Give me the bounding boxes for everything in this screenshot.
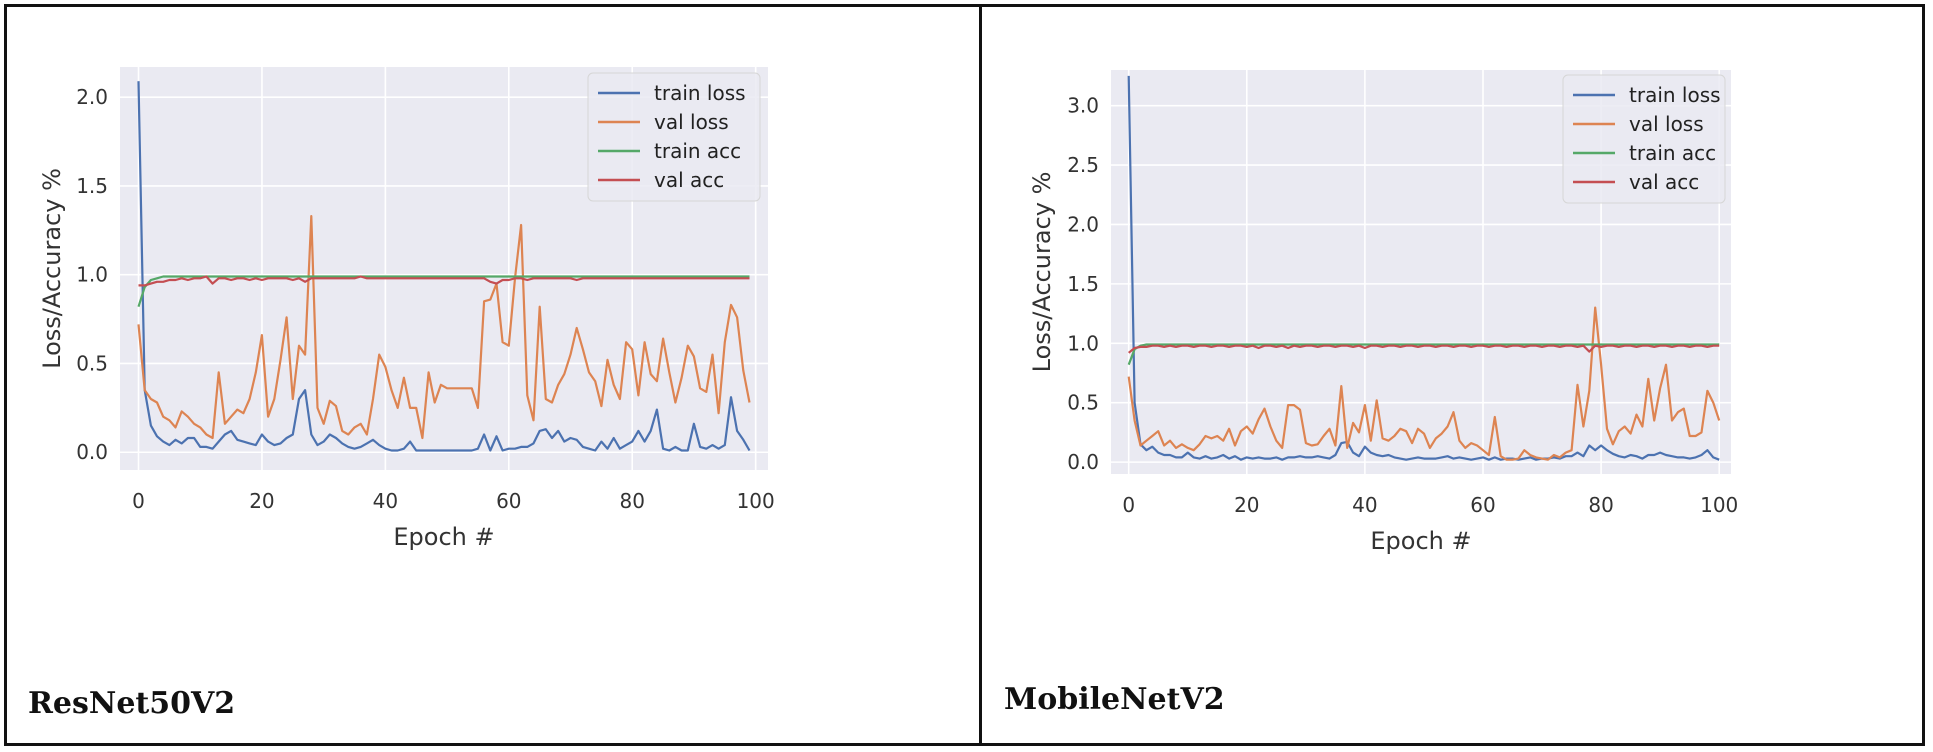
y-tick-label: 1.5 [1067,272,1099,296]
panel-divider [979,4,982,746]
x-tick-label: 0 [132,489,145,513]
chart-mobilenetv2: 0 20 40 60 80 100 0.0 0.5 1.0 1.5 2.0 2.5 3.0 Epoch #… [1028,70,1738,555]
x-axis-label: Epoch # [1370,527,1471,555]
series-line-train-loss [1127,75,1720,461]
y-tick-label: 2.0 [1067,212,1099,236]
x-tick-label: 0 [1122,493,1135,517]
y-tick-label: 0.5 [76,351,108,375]
legend-box [1562,74,1726,204]
legend-label-train-loss: train loss [654,81,746,105]
legend-label-val-loss: val loss [654,110,729,134]
series-line-val-acc [1128,344,1720,354]
series-line-train-acc [1127,343,1720,366]
x-tick-label: 20 [1234,493,1259,517]
y-tick-label: 0.0 [1067,450,1099,474]
y-tick-label: 1.5 [76,174,108,198]
panel-resnet50v2: 0 20 40 60 80 100 0.0 0.5 1.0 1.5 2.0 Epoch # Loss/A… [10,10,976,740]
y-tick-label: 0.5 [1067,391,1099,415]
x-tick-label: 20 [249,489,274,513]
y-tick-label: 1.0 [76,263,108,287]
series-line-val-loss [137,215,751,440]
x-tick-label: 100 [737,489,775,513]
y-tick-label: 3.0 [1067,94,1099,118]
series-line-train-loss [137,81,751,452]
y-tick-label: 1.0 [1067,331,1099,355]
x-tick-label: 100 [1700,493,1738,517]
series-line-val-acc [138,275,750,287]
legend-label-val-loss: val loss [1629,112,1704,136]
x-tick-label: 40 [373,489,398,513]
series-line-val-loss [1127,306,1721,461]
y-tick-label: 0.0 [76,440,108,464]
panel-label-resnet50v2: ResNet50V2 [28,686,236,721]
x-axis-label: Epoch # [393,523,494,551]
y-tick-label: 2.5 [1067,153,1099,177]
legend-label-train-loss: train loss [1629,83,1721,107]
y-tick-label: 2.0 [76,85,108,109]
chart-resnet50v2: 0 20 40 60 80 100 0.0 0.5 1.0 1.5 2.0 Epoch # Loss/A… [38,67,775,551]
legend-label-val-acc: val acc [1629,170,1699,194]
x-tick-label: 80 [1588,493,1613,517]
panel-mobilenetv2: 0 20 40 60 80 100 0.0 0.5 1.0 1.5 2.0 2.5 3.0 Epoch #… [988,10,1923,740]
outer-border [4,4,1925,746]
legend-box [587,72,761,202]
panel-label-mobilenetv2: MobileNetV2 [1004,682,1225,717]
series-line-train-acc [137,275,750,308]
legend-label-train-acc: train acc [1629,141,1716,165]
x-tick-label: 40 [1352,493,1377,517]
x-tick-label: 60 [496,489,521,513]
y-axis-label: Loss/Accuracy % [1028,172,1056,373]
legend-label-train-acc: train acc [654,139,741,163]
x-tick-label: 60 [1470,493,1495,517]
y-axis-label: Loss/Accuracy % [38,168,66,369]
legend-label-val-acc: val acc [654,168,724,192]
x-tick-label: 80 [620,489,645,513]
